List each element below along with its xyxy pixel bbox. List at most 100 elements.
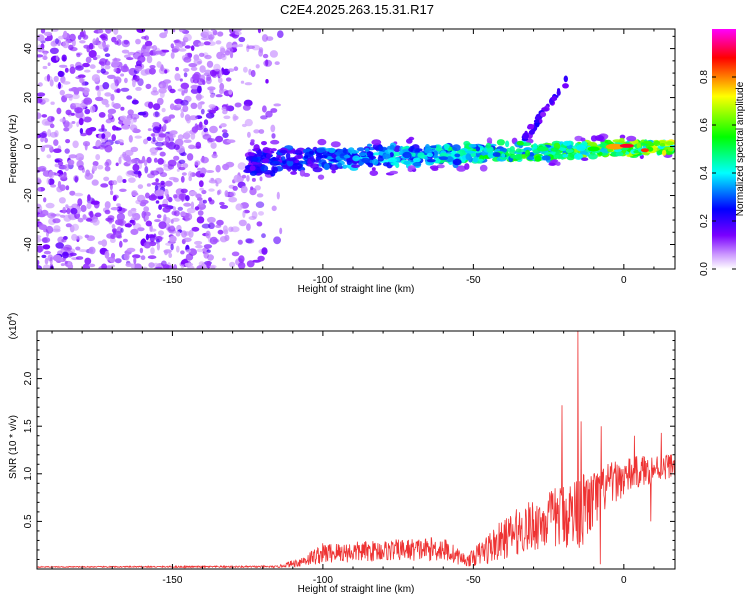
- signal-blob: [510, 154, 518, 159]
- noise-blob: [115, 162, 119, 167]
- noise-blob: [58, 35, 65, 40]
- noise-blob: [180, 211, 186, 217]
- signal-blob: [262, 158, 270, 164]
- noise-blob: [181, 172, 187, 176]
- noise-blob: [226, 41, 233, 50]
- noise-blob: [95, 96, 104, 102]
- noise-blob: [37, 265, 42, 269]
- signal-blob: [364, 147, 370, 153]
- signal-blob: [613, 148, 622, 153]
- noise-blob: [133, 192, 139, 196]
- signal-blob: [520, 154, 528, 159]
- noise-blob: [201, 223, 211, 229]
- noise-blob: [198, 261, 205, 267]
- noise-blob: [255, 201, 265, 208]
- snr-frame: [36, 330, 676, 570]
- noise-blob: [50, 213, 57, 217]
- signal-peak: [640, 148, 649, 153]
- signal-blob: [408, 165, 416, 171]
- noise-blob: [133, 127, 138, 132]
- noise-blob: [115, 219, 123, 226]
- noise-blob: [256, 221, 263, 227]
- signal-blob: [346, 160, 352, 166]
- noise-blob: [257, 255, 265, 262]
- signal-blob: [436, 144, 441, 151]
- noise-blob: [102, 82, 110, 90]
- colorbar: 0.0 0.2 0.4 0.6 0.8 Normalized spectral ampl…: [699, 29, 746, 276]
- noise-blob: [64, 67, 69, 73]
- noise-blob: [121, 124, 131, 130]
- noise-blob: [62, 30, 68, 38]
- noise-blob: [122, 118, 131, 126]
- noise-blob: [259, 176, 263, 182]
- noise-blob: [196, 248, 204, 253]
- signal-blob: [478, 158, 484, 162]
- signal-blob: [319, 155, 328, 159]
- noise-blob: [59, 118, 66, 123]
- noise-blob: [150, 170, 160, 176]
- noise-blob: [180, 250, 185, 255]
- noise-blob: [40, 137, 44, 143]
- noise-blob: [149, 65, 156, 69]
- noise-blob: [124, 223, 133, 228]
- signal-blob: [444, 143, 450, 151]
- noise-blob: [92, 161, 99, 167]
- noise-blob: [111, 36, 117, 43]
- noise-blob: [104, 165, 111, 172]
- noise-blob: [155, 178, 159, 183]
- signal-blob: [328, 147, 336, 154]
- noise-blob: [95, 154, 101, 161]
- x-tick-label: -100: [313, 275, 333, 286]
- noise-blob: [258, 129, 265, 134]
- signal-blob: [565, 148, 574, 153]
- noise-blob: [202, 125, 207, 129]
- signal-blob: [667, 146, 675, 152]
- signal-blob: [276, 154, 281, 159]
- noise-blob: [238, 219, 247, 227]
- noise-blob: [132, 79, 136, 88]
- noise-blob: [229, 51, 234, 59]
- noise-blob: [151, 133, 156, 137]
- noise-blob: [194, 240, 203, 245]
- noise-blob: [185, 130, 191, 135]
- streak-blob: [533, 119, 540, 123]
- snr-x-label: Height of straight line (km): [298, 584, 415, 595]
- noise-blob: [109, 183, 113, 191]
- signal-blob: [499, 156, 508, 160]
- noise-blob: [50, 184, 57, 188]
- spectrogram-y-label: Frequency (Hz): [8, 115, 19, 184]
- noise-blob: [52, 218, 61, 224]
- noise-blob: [61, 238, 67, 243]
- noise-blob: [168, 176, 177, 181]
- noise-blob: [247, 131, 251, 138]
- noise-blob: [161, 107, 166, 113]
- noise-blob: [186, 153, 194, 161]
- noise-blob: [85, 169, 91, 177]
- signal-blob: [475, 146, 481, 152]
- noise-blob: [162, 264, 170, 269]
- noise-blob: [227, 68, 235, 73]
- noise-blob: [180, 82, 190, 90]
- noise-blob: [139, 201, 147, 207]
- noise-blob: [209, 69, 217, 77]
- noise-blob: [137, 227, 145, 232]
- noise-blob: [222, 132, 229, 139]
- noise-blob: [164, 119, 169, 124]
- noise-blob: [92, 165, 98, 172]
- signal-blob: [452, 144, 461, 152]
- signal-blob: [251, 177, 256, 182]
- streak-blob: [534, 115, 542, 121]
- noise-blob: [222, 225, 228, 233]
- noise-blob: [131, 213, 136, 220]
- noise-blob: [74, 176, 79, 183]
- noise-blob: [101, 133, 106, 139]
- spectrogram-heatmap: [37, 29, 675, 269]
- noise-blob: [228, 196, 238, 203]
- noise-blob: [87, 194, 91, 202]
- signal-blob: [412, 162, 422, 167]
- noise-blob: [120, 87, 130, 92]
- noise-blob: [152, 121, 160, 126]
- noise-blob: [38, 224, 48, 231]
- signal-blob: [534, 155, 542, 162]
- signal-blob: [665, 141, 675, 146]
